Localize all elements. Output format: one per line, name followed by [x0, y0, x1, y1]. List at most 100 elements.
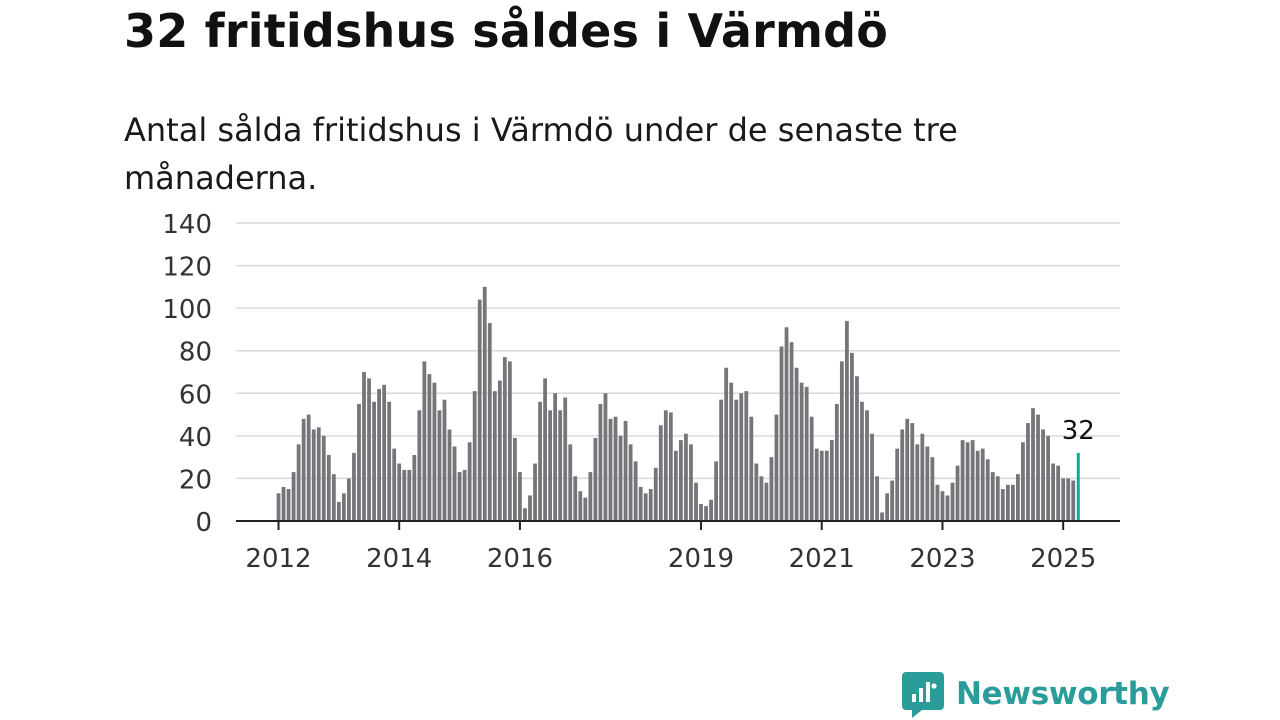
bar: [497, 380, 502, 521]
bar: [477, 299, 482, 521]
bar: [286, 489, 291, 521]
bar: [1000, 489, 1005, 521]
bar: [975, 450, 980, 521]
bar: [306, 414, 311, 521]
bar: [1005, 484, 1010, 521]
bar: [1076, 452, 1080, 521]
bar: [950, 482, 955, 521]
bar: [382, 384, 387, 521]
bar: [638, 486, 643, 521]
bar: [865, 410, 869, 521]
bar: [719, 399, 724, 521]
bar: [980, 448, 985, 521]
bar: [850, 352, 854, 521]
bar: [784, 327, 789, 521]
bar: [663, 410, 668, 521]
bar: [528, 495, 532, 521]
x-tick-label: 2023: [909, 544, 975, 574]
bar: [653, 467, 658, 521]
bar: [593, 437, 598, 521]
bar: [352, 452, 356, 521]
bar: [347, 478, 351, 521]
bar: [568, 444, 573, 521]
y-tick-label: 0: [195, 508, 212, 538]
bar: [392, 448, 397, 521]
bar: [945, 495, 950, 521]
bar: [362, 372, 366, 521]
bar: [1046, 435, 1050, 521]
x-tick-label: 2016: [487, 544, 553, 574]
bar: [759, 476, 764, 521]
bar: [613, 416, 618, 521]
bar: [834, 403, 839, 521]
bar: [628, 444, 633, 521]
bar: [684, 433, 688, 521]
bar: [955, 465, 960, 521]
bar: [452, 446, 457, 521]
bar: [296, 444, 301, 521]
bar: [583, 497, 588, 521]
bar: [533, 463, 537, 521]
bar: [1016, 474, 1020, 521]
bar: [608, 418, 613, 521]
bar: [935, 484, 940, 521]
bar: [1056, 465, 1061, 521]
bar: [885, 493, 890, 521]
bar: [925, 446, 930, 521]
bar: [1026, 423, 1030, 521]
bar: [1071, 480, 1076, 521]
bar: [870, 433, 874, 521]
bar: [804, 386, 809, 521]
bar: [336, 501, 341, 521]
bar: [1061, 478, 1066, 521]
bar: [387, 401, 392, 521]
bar: [326, 455, 331, 521]
bar: [900, 429, 905, 521]
bar: [462, 469, 467, 521]
x-tick-label: 2025: [1030, 544, 1096, 574]
bar: [372, 401, 376, 521]
bar: [357, 403, 361, 521]
bar: [744, 391, 749, 521]
bar: [814, 448, 819, 521]
bar: [276, 493, 281, 521]
bar: [633, 461, 638, 521]
bar: [769, 457, 774, 521]
bar: [668, 412, 673, 521]
bar: [1031, 408, 1035, 521]
bar: [467, 442, 472, 521]
bar: [301, 418, 306, 521]
bar: [844, 320, 849, 521]
last-value-label: 32: [1062, 416, 1095, 446]
bar: [965, 442, 970, 521]
bar: [643, 493, 648, 521]
bar: [432, 382, 437, 521]
bar: [910, 423, 915, 521]
bar: [960, 440, 965, 521]
bar: [623, 420, 628, 521]
bar: [1041, 429, 1045, 521]
bar: [774, 414, 779, 521]
bar: [648, 489, 653, 521]
x-tick-label: 2019: [668, 544, 734, 574]
bar: [487, 323, 492, 521]
y-tick-label: 100: [162, 295, 212, 325]
bar: [316, 427, 321, 521]
bar: [291, 472, 296, 521]
bar: [754, 463, 759, 521]
bar: [824, 450, 829, 521]
bar: [578, 491, 583, 521]
bar: [694, 482, 698, 521]
bar: [523, 508, 527, 521]
bar: [673, 450, 678, 521]
bar: [729, 382, 734, 521]
x-tick-label: 2021: [789, 544, 855, 574]
bar: [402, 469, 407, 521]
bar: [895, 448, 900, 521]
page-title: 32 fritidshus såldes i Värmdö: [124, 4, 889, 58]
bar: [1051, 463, 1056, 521]
newsworthy-logo-icon: [902, 672, 944, 718]
bar: [970, 440, 975, 521]
bar: [734, 399, 739, 521]
